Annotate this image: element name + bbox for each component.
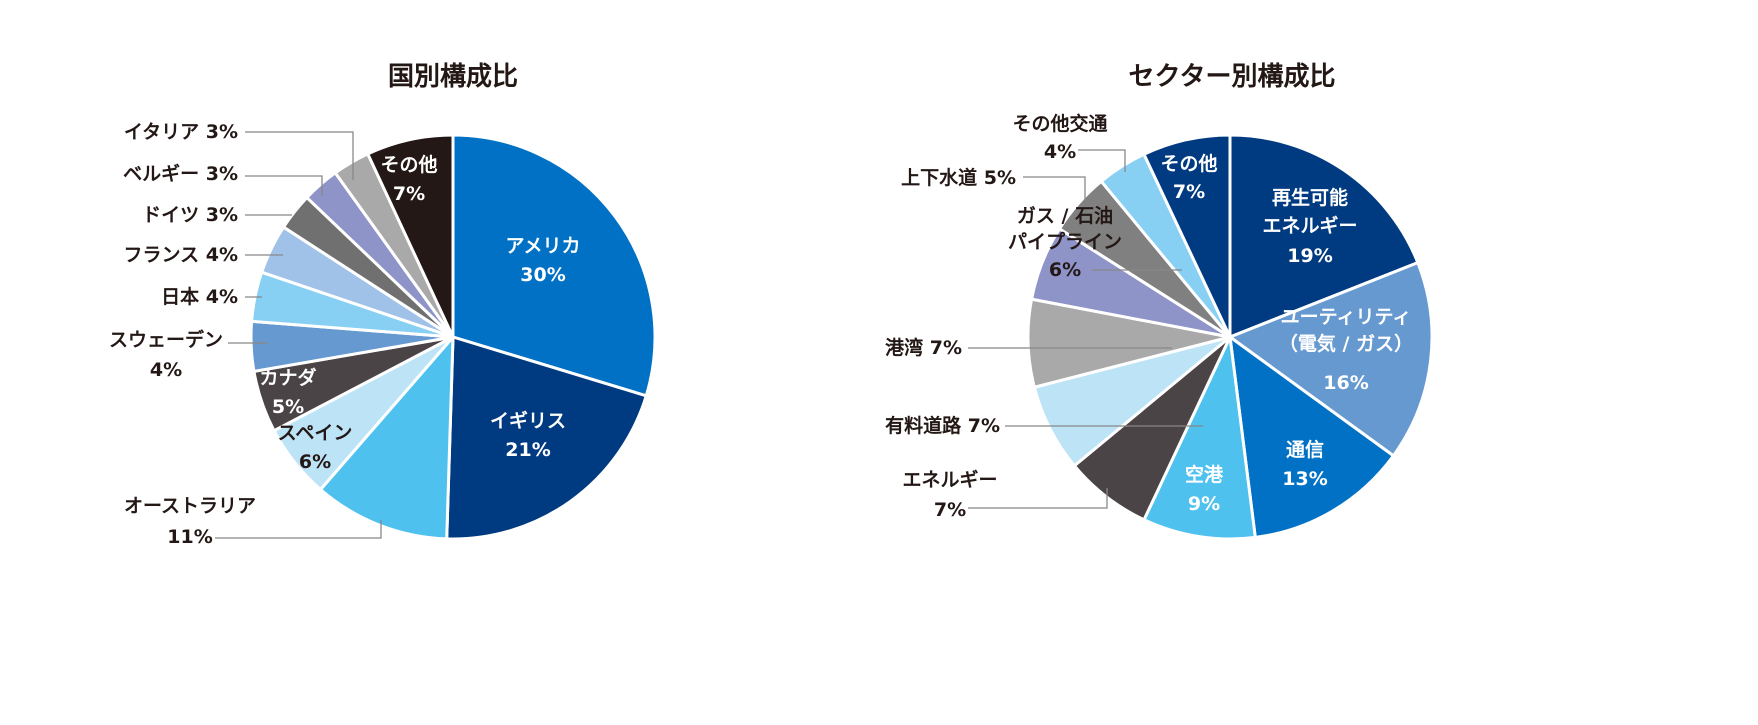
pie-slice	[451, 133, 657, 398]
slice-label: フランス 4%	[124, 244, 239, 266]
slice-value: 9%	[1188, 493, 1220, 515]
slice-label: アメリカ	[505, 235, 580, 257]
slice-label: その他	[1160, 152, 1217, 175]
slice-label: その他交通	[1012, 112, 1108, 135]
slice-value: 13%	[1282, 468, 1327, 490]
slice-label: （電気 / ガス）	[1279, 332, 1413, 355]
slice-label: パイプライン	[1008, 230, 1122, 253]
slice-label: 通信	[1286, 438, 1324, 461]
slice-value: 19%	[1287, 245, 1332, 267]
slice-label: 港湾 7%	[885, 336, 962, 359]
leader-line	[968, 488, 1108, 509]
slice-label: スペイン	[278, 422, 353, 444]
chart-title: 国別構成比	[388, 62, 518, 92]
pie-slice	[445, 335, 648, 541]
slice-value: 21%	[505, 439, 550, 461]
slice-label: イギリス	[490, 410, 566, 432]
slice-label: エネルギー	[1262, 215, 1357, 237]
slice-value: 16%	[1323, 372, 1368, 394]
pie-slice	[1228, 261, 1434, 458]
chart-title: セクター別構成比	[1129, 62, 1336, 92]
slice-value: 7%	[393, 183, 425, 205]
slice-label: ドイツ 3%	[142, 204, 238, 226]
leader-line	[215, 520, 382, 539]
pie-slice	[319, 335, 455, 541]
slice-label: イタリア 3%	[124, 121, 238, 143]
leader-line	[245, 175, 323, 196]
slice-label: ベルギー 3%	[123, 163, 238, 185]
slice-value: 5%	[272, 396, 304, 418]
slice-label: 再生可能	[1272, 186, 1348, 209]
slice-value: 6%	[299, 451, 331, 473]
slice-label: 有料道路 7%	[885, 414, 1000, 437]
slice-value: 7%	[1173, 181, 1205, 203]
leader-line	[1078, 149, 1126, 172]
slice-label: オーストラリア	[124, 495, 256, 517]
slice-value: 30%	[520, 264, 565, 286]
slice-label: その他	[380, 153, 437, 176]
slice-label: ガス / 石油	[1017, 205, 1113, 227]
slice-value: 4%	[1044, 141, 1076, 163]
pie-slice	[1142, 133, 1232, 339]
slice-label: 空港	[1185, 463, 1224, 486]
slice-label: 上下水道 5%	[901, 166, 1016, 189]
slice-value: 6%	[1049, 259, 1081, 281]
slice-label: カナダ	[259, 366, 316, 389]
slice-value: 11%	[167, 526, 212, 548]
pie-slice	[1228, 133, 1420, 339]
pie-slice	[366, 133, 455, 339]
slice-value: 4%	[150, 359, 182, 381]
pie-slice	[1142, 335, 1257, 541]
slice-label: エネルギー	[902, 469, 997, 491]
slice-label: ユーティリティ	[1281, 306, 1412, 328]
slice-label: スウェーデン	[109, 328, 223, 351]
slice-label: 日本 4%	[161, 285, 238, 308]
pie-slice	[1228, 335, 1395, 539]
leader-line	[245, 131, 354, 180]
slice-value: 7%	[934, 499, 966, 521]
leader-line	[1023, 176, 1086, 200]
